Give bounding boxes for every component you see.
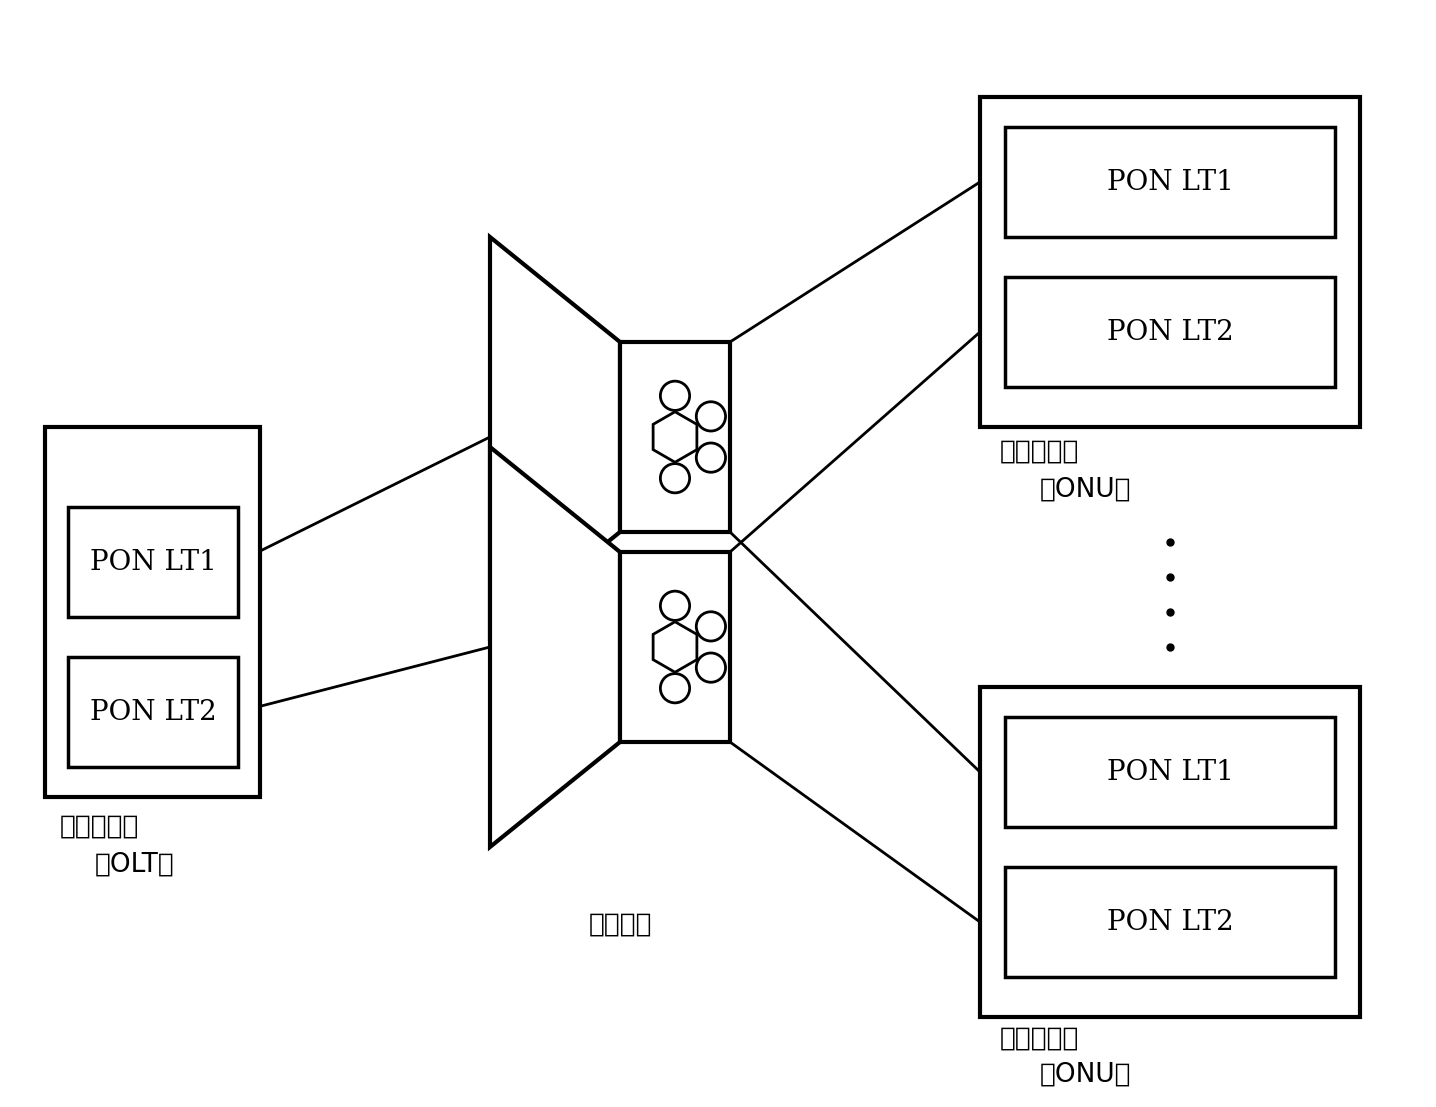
Text: （ONU）: （ONU） (1040, 477, 1132, 503)
Bar (1005, 127, 1335, 237)
Bar (67, 507, 238, 617)
Text: PON LT1: PON LT1 (1107, 758, 1234, 786)
Text: （OLT）: （OLT） (95, 852, 175, 878)
Text: PON LT1: PON LT1 (1107, 168, 1234, 196)
Circle shape (696, 443, 725, 473)
Text: 光线路终端: 光线路终端 (60, 814, 139, 840)
Circle shape (661, 464, 689, 493)
Polygon shape (620, 552, 729, 742)
Circle shape (696, 612, 725, 641)
Text: 光网络单元: 光网络单元 (999, 1026, 1080, 1052)
Bar (67, 656, 238, 767)
Polygon shape (653, 412, 696, 463)
Text: PON LT2: PON LT2 (1107, 909, 1234, 935)
Polygon shape (620, 342, 729, 532)
Text: 光网络单元: 光网络单元 (999, 439, 1080, 465)
Text: 光分路器: 光分路器 (589, 912, 652, 938)
Bar (979, 97, 1360, 427)
Polygon shape (490, 237, 620, 637)
Bar (979, 687, 1360, 1017)
Polygon shape (490, 447, 620, 847)
Circle shape (696, 402, 725, 431)
Text: （ONU）: （ONU） (1040, 1062, 1132, 1088)
Text: PON LT2: PON LT2 (89, 699, 217, 725)
Circle shape (661, 381, 689, 411)
Bar (45, 427, 260, 797)
Text: PON LT2: PON LT2 (1107, 319, 1234, 345)
Bar (1005, 277, 1335, 387)
Polygon shape (653, 622, 696, 672)
Text: PON LT1: PON LT1 (89, 548, 217, 576)
Bar (1005, 867, 1335, 977)
Circle shape (696, 653, 725, 682)
Bar (1005, 717, 1335, 827)
Circle shape (661, 673, 689, 703)
Circle shape (661, 591, 689, 620)
